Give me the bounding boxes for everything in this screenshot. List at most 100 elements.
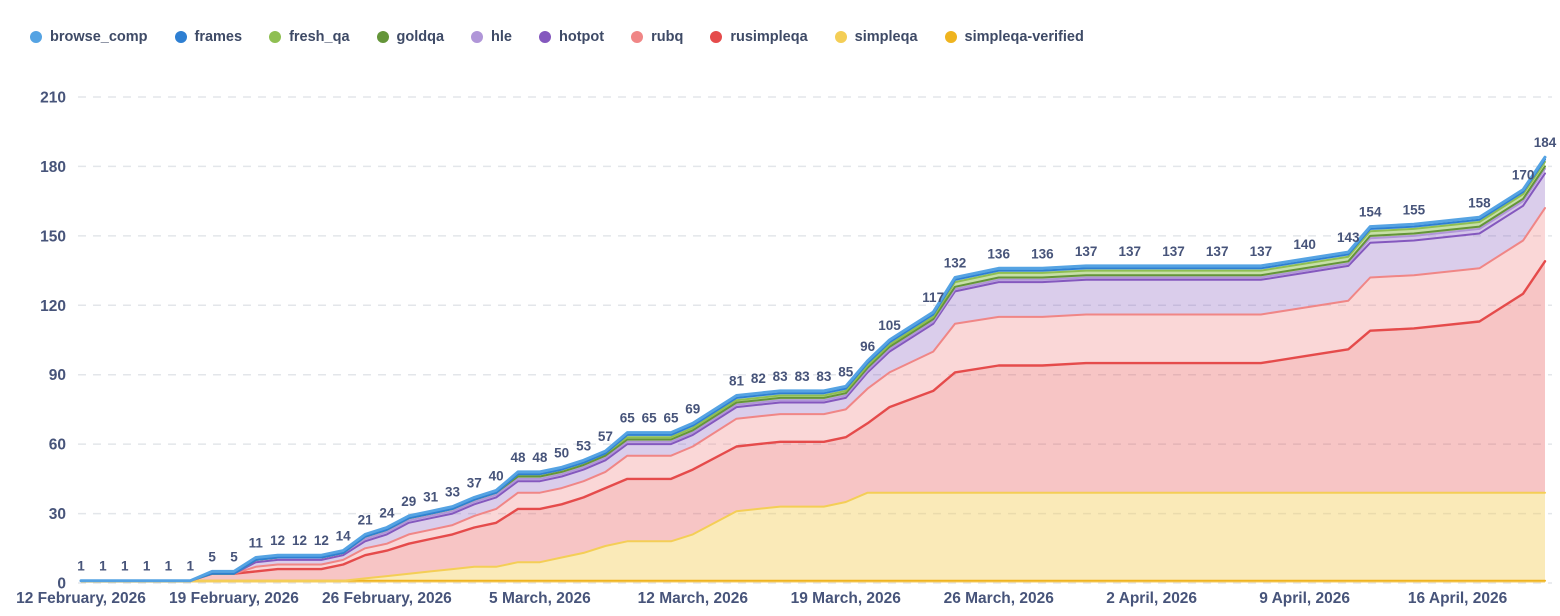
y-axis-tick-label: 150 [40, 228, 66, 245]
line-rusimpleqa [79, 260, 1547, 582]
y-axis-tick-label: 90 [49, 367, 66, 384]
legend-label: fresh_qa [289, 29, 350, 45]
area-simpleqa [81, 492, 1545, 581]
point-value-label: 136 [987, 246, 1010, 261]
legend-label: hotpot [559, 29, 605, 45]
point-value-label: 65 [663, 411, 679, 426]
x-axis-tick-label: 19 February, 2026 [169, 590, 299, 607]
point-value-label: 136 [1031, 246, 1054, 261]
legend-label: hle [491, 29, 512, 45]
point-value-label: 5 [230, 549, 238, 564]
point-value-label: 31 [423, 489, 439, 504]
point-value-label: 132 [944, 256, 967, 271]
point-value-label: 105 [878, 318, 901, 333]
legend-item-hle[interactable]: hle [471, 30, 512, 45]
point-value-label: 1 [187, 559, 195, 574]
x-axis-tick-label: 9 April, 2026 [1259, 590, 1350, 607]
point-value-label: 184 [1534, 135, 1557, 150]
x-axis-tick-label: 19 March, 2026 [791, 590, 902, 607]
point-value-label: 11 [249, 536, 264, 551]
point-value-label: 53 [576, 438, 592, 453]
point-value-label: 24 [379, 506, 395, 521]
legend-item-simpleqa-verified[interactable]: simpleqa-verified [944, 29, 1084, 45]
point-value-label: 33 [445, 485, 461, 500]
point-value-label: 137 [1250, 244, 1273, 259]
y-axis-tick-label: 120 [40, 298, 66, 315]
point-value-label: 1 [77, 559, 85, 574]
goldqa-swatch-icon [376, 31, 389, 44]
y-axis-tick-label: 30 [49, 506, 66, 523]
point-value-label: 137 [1075, 244, 1098, 259]
point-value-label: 12 [314, 533, 329, 548]
point-value-label: 137 [1206, 244, 1229, 259]
browse_comp-swatch-icon [30, 31, 42, 44]
point-value-label: 83 [816, 369, 832, 384]
point-value-label: 65 [620, 411, 636, 426]
legend-label: frames [194, 29, 243, 45]
point-value-label: 29 [401, 494, 416, 509]
x-axis-tick-label: 26 February, 2026 [322, 590, 452, 607]
fresh_qa-swatch-icon [269, 31, 282, 44]
y-axis-tick-label: 180 [40, 159, 66, 176]
point-value-label: 69 [685, 401, 700, 416]
point-value-label: 57 [598, 429, 613, 444]
point-value-label: 21 [358, 512, 374, 527]
legend-item-browse_comp[interactable]: browse_comp [30, 30, 148, 45]
point-value-label: 5 [208, 549, 216, 564]
x-axis-tick-label: 2 April, 2026 [1106, 590, 1197, 607]
legend-label: simpleqa-verified [964, 29, 1084, 45]
line-rubq [80, 207, 1546, 582]
point-value-label: 1 [165, 559, 173, 574]
rusimpleqa-swatch-icon [710, 31, 723, 44]
point-value-label: 158 [1468, 195, 1491, 210]
point-value-label: 37 [467, 475, 482, 490]
hotpot-swatch-icon [539, 31, 551, 44]
point-value-label: 81 [729, 374, 745, 389]
point-value-label: 1 [143, 559, 151, 574]
point-value-label: 40 [489, 468, 504, 483]
point-value-label: 1 [121, 559, 129, 574]
point-value-label: 83 [773, 369, 789, 384]
rubq-swatch-icon [631, 31, 644, 44]
line-hotpot [80, 172, 1546, 582]
legend-label: browse_comp [50, 29, 148, 45]
point-value-label: 96 [860, 339, 876, 354]
point-value-label: 155 [1403, 202, 1426, 217]
x-axis-tick-label: 26 March, 2026 [944, 590, 1055, 607]
y-axis-tick-label: 0 [57, 576, 66, 593]
legend-item-simpleqa[interactable]: simpleqa [834, 30, 918, 45]
point-value-label: 48 [532, 450, 548, 465]
hle-swatch-icon [471, 31, 484, 44]
simpleqa-swatch-icon [834, 31, 847, 44]
y-axis-tick-label: 60 [49, 437, 66, 454]
point-value-label: 83 [795, 369, 811, 384]
y-axis-tick-label: 210 [40, 90, 66, 107]
legend-item-frames[interactable]: frames [174, 29, 243, 45]
legend-item-rubq[interactable]: rubq [631, 30, 683, 45]
simpleqa-verified-swatch-icon [944, 31, 957, 44]
x-axis-tick-label: 5 March, 2026 [489, 590, 591, 607]
point-value-label: 137 [1162, 244, 1185, 259]
x-axis-tick-label: 16 April, 2026 [1408, 590, 1508, 607]
frames-swatch-icon [174, 31, 187, 44]
point-value-label: 1 [99, 559, 107, 574]
point-value-label: 65 [642, 411, 658, 426]
legend-item-hotpot[interactable]: hotpot [539, 30, 604, 45]
legend-label: rubq [651, 29, 684, 45]
legend-item-fresh_qa[interactable]: fresh_qa [269, 29, 350, 45]
point-value-label: 12 [270, 533, 285, 548]
point-value-label: 14 [336, 529, 352, 544]
line-frames [80, 158, 1546, 582]
legend-item-rusimpleqa[interactable]: rusimpleqa [710, 29, 808, 45]
legend-item-goldqa[interactable]: goldqa [376, 30, 444, 45]
point-value-label: 170 [1512, 168, 1535, 183]
point-value-label: 154 [1359, 205, 1382, 220]
line-browse_comp [79, 155, 1547, 583]
area-rusimpleqa [81, 261, 1545, 581]
point-value-label: 85 [838, 364, 854, 379]
point-value-label: 82 [751, 371, 766, 386]
legend-label: rusimpleqa [730, 29, 808, 45]
point-value-label: 137 [1119, 244, 1142, 259]
